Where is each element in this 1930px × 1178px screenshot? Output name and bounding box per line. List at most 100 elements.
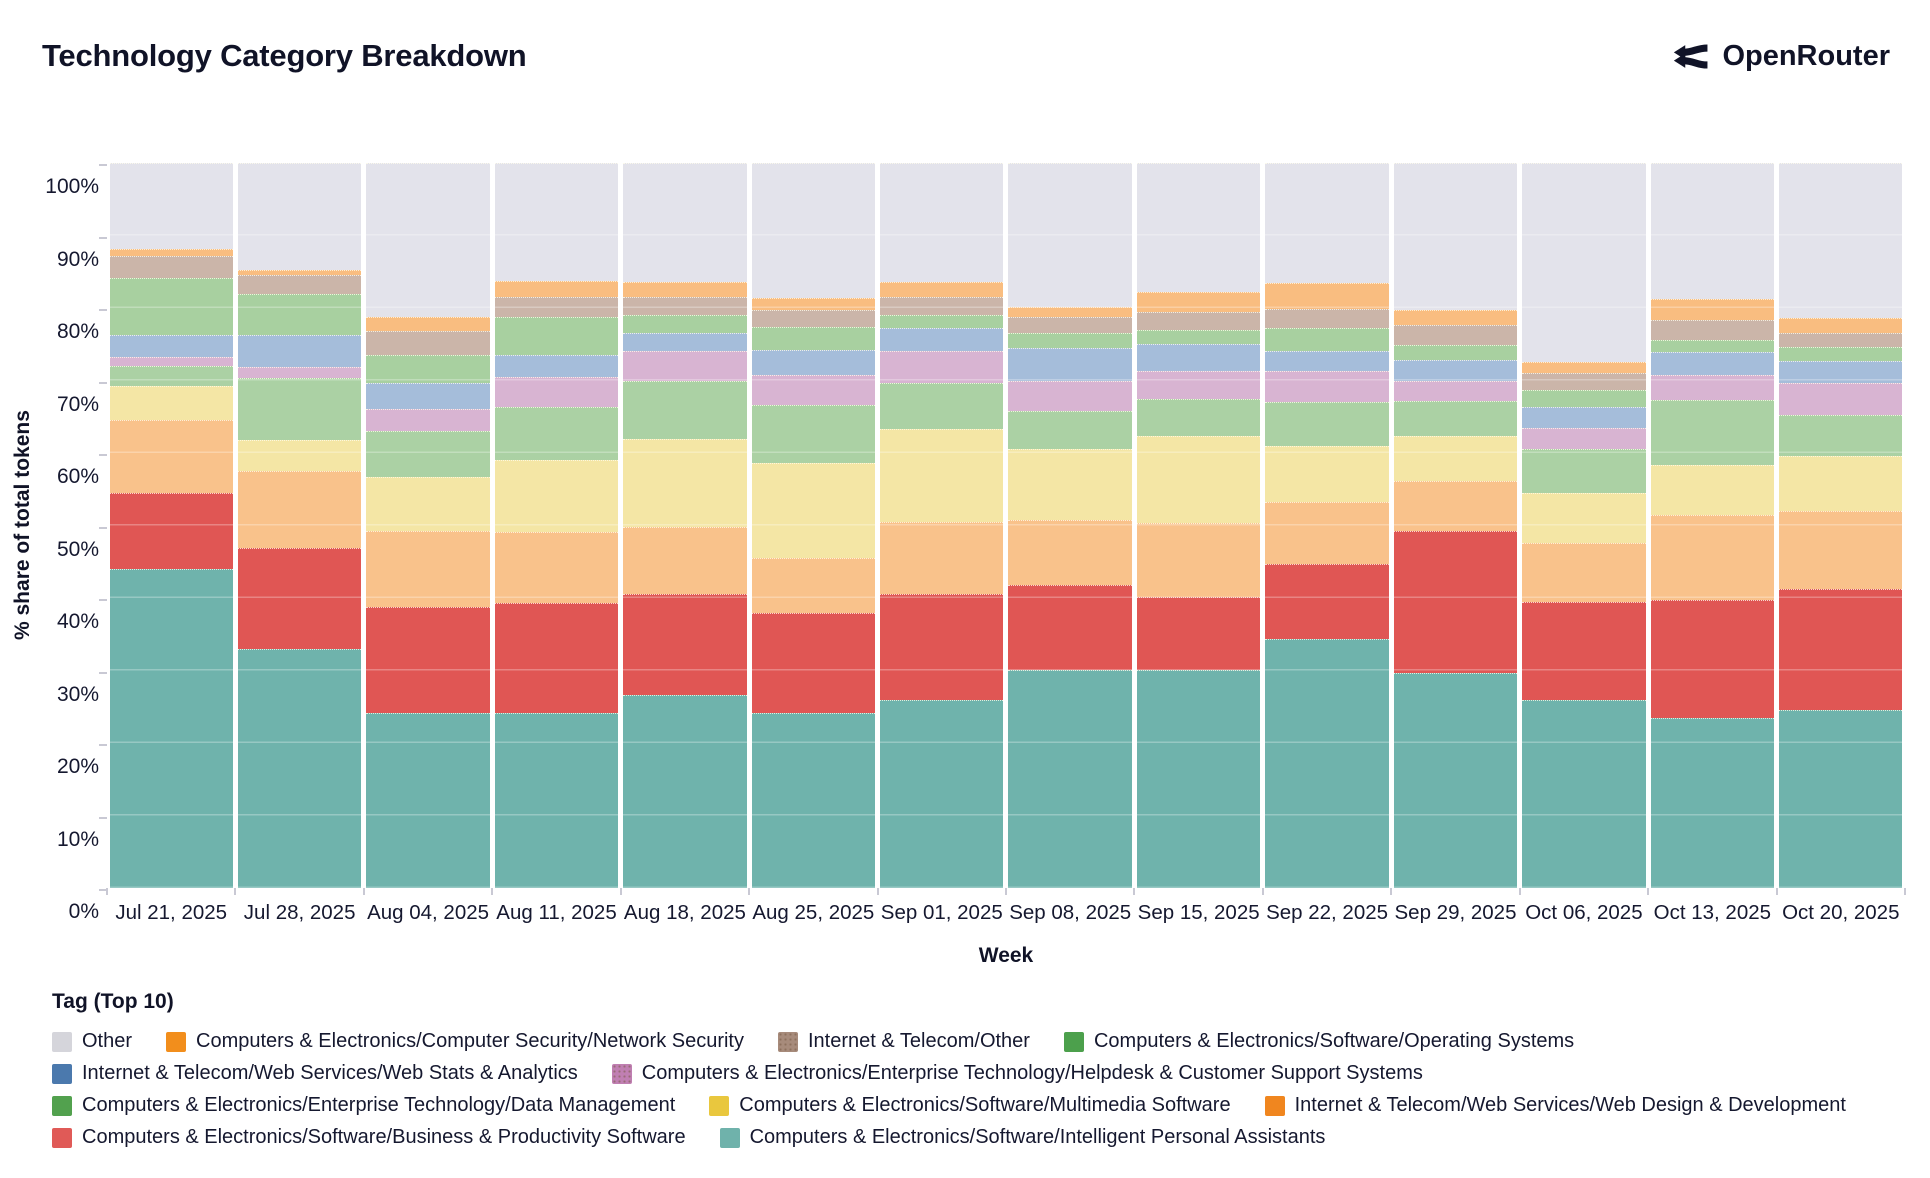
bar-segment[interactable] xyxy=(1136,329,1261,345)
bar-segment[interactable] xyxy=(1778,414,1903,456)
bar-segment[interactable] xyxy=(880,382,1004,430)
bar-segment[interactable] xyxy=(1008,306,1132,317)
bar-segment[interactable] xyxy=(623,380,747,439)
bar-segment[interactable] xyxy=(1393,673,1518,888)
bar-segment[interactable] xyxy=(237,269,362,276)
bar-segment[interactable] xyxy=(494,532,619,604)
bar-segment[interactable] xyxy=(237,293,362,335)
bar-segment[interactable] xyxy=(751,297,876,311)
bar-segment[interactable] xyxy=(623,438,747,527)
bar-segment[interactable] xyxy=(1778,333,1903,348)
bar-segment[interactable] xyxy=(1265,563,1389,639)
bar-segment[interactable] xyxy=(1522,362,1646,374)
bar-segment[interactable] xyxy=(623,332,747,351)
bar-segment[interactable] xyxy=(1650,374,1774,401)
legend-item[interactable]: Computers & Electronics/Software/Busines… xyxy=(52,1126,686,1149)
bar-segment[interactable] xyxy=(623,594,747,696)
bar-segment[interactable] xyxy=(1136,311,1261,330)
bar-segment[interactable] xyxy=(1393,310,1518,326)
bar-segment[interactable] xyxy=(109,255,233,278)
bar-segment[interactable] xyxy=(1522,389,1646,408)
bar-segment[interactable] xyxy=(494,297,619,317)
bar-segment[interactable] xyxy=(494,603,619,713)
bar-segment[interactable] xyxy=(1393,400,1518,436)
bar-segment[interactable] xyxy=(623,526,747,595)
bar-segment[interactable] xyxy=(366,476,490,531)
bar-segment[interactable] xyxy=(109,366,233,386)
bar-segment[interactable] xyxy=(494,280,619,298)
bar-segment[interactable] xyxy=(366,355,490,384)
bar-segment[interactable] xyxy=(1650,514,1774,601)
bar-segment[interactable] xyxy=(623,163,747,282)
bar-segment[interactable] xyxy=(1522,373,1646,390)
bar-segment[interactable] xyxy=(1650,718,1774,888)
bar-segment[interactable] xyxy=(1522,449,1646,493)
bar-segment[interactable] xyxy=(751,558,876,613)
bar-segment[interactable] xyxy=(1393,359,1518,382)
legend-item[interactable]: Computers & Electronics/Enterprise Techn… xyxy=(611,1062,1423,1085)
bar-segment[interactable] xyxy=(1778,347,1903,361)
bar-segment[interactable] xyxy=(751,326,876,351)
bar-segment[interactable] xyxy=(1136,399,1261,436)
bar-segment[interactable] xyxy=(1008,163,1132,307)
bar-segment[interactable] xyxy=(366,408,490,431)
bar-segment[interactable] xyxy=(1008,669,1132,888)
bar-segment[interactable] xyxy=(1650,600,1774,719)
bar-segment[interactable] xyxy=(109,334,233,357)
bar-segment[interactable] xyxy=(1650,400,1774,465)
bar-segment[interactable] xyxy=(237,275,362,294)
bar-segment[interactable] xyxy=(494,406,619,461)
bar-segment[interactable] xyxy=(366,316,490,331)
bar-segment[interactable] xyxy=(880,594,1004,701)
bar-segment[interactable] xyxy=(494,316,619,356)
bar-segment[interactable] xyxy=(751,463,876,559)
bar-segment[interactable] xyxy=(1265,163,1389,284)
bar-segment[interactable] xyxy=(237,648,362,888)
bar-segment[interactable] xyxy=(623,350,747,381)
bar-segment[interactable] xyxy=(623,314,747,333)
bar-segment[interactable] xyxy=(1265,309,1389,328)
bar-segment[interactable] xyxy=(623,695,747,888)
bar-segment[interactable] xyxy=(1522,407,1646,429)
bar-segment[interactable] xyxy=(1650,163,1774,299)
bar-segment[interactable] xyxy=(366,383,490,409)
bar-segment[interactable] xyxy=(1778,163,1903,319)
bar-segment[interactable] xyxy=(1650,320,1774,340)
bar-segment[interactable] xyxy=(1778,383,1903,415)
bar-segment[interactable] xyxy=(237,547,362,649)
bar-segment[interactable] xyxy=(237,439,362,472)
bar-segment[interactable] xyxy=(109,492,233,569)
bar-segment[interactable] xyxy=(1136,522,1261,597)
bar-segment[interactable] xyxy=(1393,381,1518,401)
bar-segment[interactable] xyxy=(1522,492,1646,543)
bar-segment[interactable] xyxy=(880,700,1004,888)
bar-segment[interactable] xyxy=(751,350,876,376)
bar-segment[interactable] xyxy=(1265,283,1389,310)
bar-segment[interactable] xyxy=(1393,435,1518,481)
bar-segment[interactable] xyxy=(1265,402,1389,446)
bar-segment[interactable] xyxy=(1008,449,1132,521)
bar-segment[interactable] xyxy=(1393,325,1518,346)
legend-item[interactable]: Internet & Telecom/Web Services/Web Stat… xyxy=(52,1062,578,1085)
bar-segment[interactable] xyxy=(1008,316,1132,333)
bar-segment[interactable] xyxy=(1008,347,1132,382)
bar-segment[interactable] xyxy=(1778,710,1903,888)
bar-segment[interactable] xyxy=(1265,638,1389,888)
bar-segment[interactable] xyxy=(237,163,362,270)
bar-segment[interactable] xyxy=(1778,318,1903,334)
bar-segment[interactable] xyxy=(1778,511,1903,590)
bar-segment[interactable] xyxy=(1008,410,1132,450)
bar-segment[interactable] xyxy=(1265,327,1389,351)
bar-segment[interactable] xyxy=(366,713,490,888)
bar-segment[interactable] xyxy=(237,334,362,368)
bar-segment[interactable] xyxy=(1008,381,1132,411)
bar-segment[interactable] xyxy=(366,606,490,714)
bar-segment[interactable] xyxy=(1522,601,1646,700)
bar-segment[interactable] xyxy=(1136,596,1261,670)
bar-segment[interactable] xyxy=(1522,428,1646,450)
bar-segment[interactable] xyxy=(880,350,1004,383)
bar-segment[interactable] xyxy=(366,330,490,356)
bar-segment[interactable] xyxy=(1650,352,1774,375)
legend-item[interactable]: Other xyxy=(52,1030,132,1053)
legend-item[interactable]: Computers & Electronics/Computer Securit… xyxy=(166,1030,744,1053)
